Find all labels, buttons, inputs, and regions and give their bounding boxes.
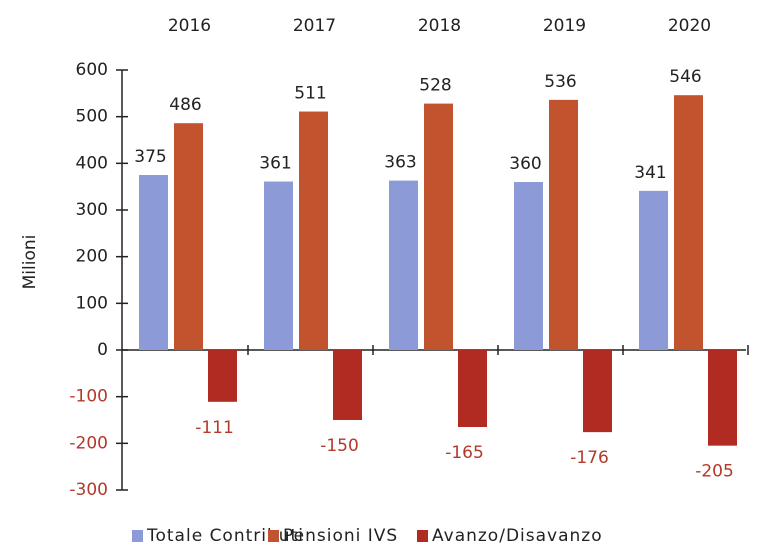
data-label: -205 — [695, 462, 734, 482]
data-label: 546 — [669, 67, 701, 87]
bar — [458, 350, 487, 427]
x-tick-label: 2020 — [668, 16, 711, 36]
bar — [549, 99, 578, 350]
bar — [424, 103, 453, 350]
y-tick-label: 200 — [76, 247, 108, 267]
data-label: -150 — [320, 436, 359, 456]
x-tick-label: 2017 — [293, 16, 336, 36]
y-tick-label: -300 — [69, 480, 108, 500]
y-tick-label: 0 — [97, 340, 108, 360]
legend-swatch — [132, 530, 143, 542]
x-tick-label: 2018 — [418, 16, 461, 36]
data-label: 361 — [259, 154, 291, 174]
bar — [174, 123, 203, 350]
legend-swatch — [268, 530, 279, 542]
x-tick-label: 2016 — [168, 16, 211, 36]
data-label: 486 — [169, 95, 201, 115]
bar — [264, 181, 293, 350]
y-tick-label: -200 — [69, 433, 108, 453]
y-tick-label: 400 — [76, 153, 108, 173]
y-tick-label: 500 — [76, 107, 108, 127]
bar — [333, 350, 362, 420]
legend-label: Pensioni IVS — [283, 526, 398, 546]
bar — [639, 190, 668, 350]
data-label: 375 — [134, 147, 166, 167]
legend-label: Totale Contributi — [146, 526, 304, 546]
data-label: 528 — [419, 76, 451, 96]
legend-swatch — [417, 530, 428, 542]
data-label: 360 — [509, 154, 541, 174]
data-label: 341 — [634, 163, 666, 183]
y-tick-label: 600 — [76, 60, 108, 80]
y-tick-label: 300 — [76, 200, 108, 220]
bar — [674, 95, 703, 350]
x-tick-label: 2019 — [543, 16, 586, 36]
bar — [299, 111, 328, 351]
data-label: 363 — [384, 153, 416, 173]
data-label: -176 — [570, 448, 609, 468]
data-label: 536 — [544, 72, 576, 92]
data-label: -165 — [445, 443, 484, 463]
bar — [208, 350, 237, 402]
bar — [139, 175, 168, 350]
bar — [583, 350, 612, 433]
legend-label: Avanzo/Disavanzo — [432, 526, 603, 546]
bar — [708, 350, 737, 446]
data-label: 511 — [294, 84, 326, 104]
y-tick-label: 100 — [76, 293, 108, 313]
bar — [389, 180, 418, 350]
y-tick-label: -100 — [69, 387, 108, 407]
bar — [514, 182, 543, 350]
data-label: -111 — [195, 418, 234, 438]
y-axis-label: Milioni — [20, 235, 40, 290]
